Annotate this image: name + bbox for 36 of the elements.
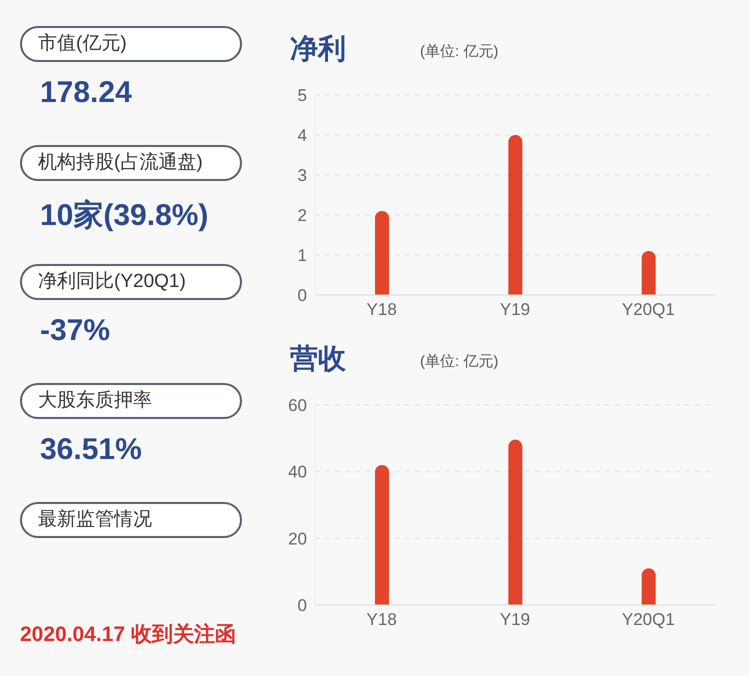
bar [508, 440, 522, 605]
x-tick-label: Y19 [500, 610, 530, 630]
y-tick-label: 40 [288, 462, 307, 482]
x-tick-label: Y20Q1 [622, 610, 675, 630]
text: 2020.04.17 收到关注函 [20, 622, 236, 648]
bar [642, 251, 656, 295]
text: 178.24 [40, 76, 132, 110]
y-tick-label: 0 [298, 596, 307, 616]
y-tick-label: 2 [298, 206, 307, 226]
text: -37% [40, 314, 110, 348]
y-tick-label: 0 [298, 286, 307, 306]
text: 机构持股(占流通盘) [20, 145, 242, 181]
text: (单位: 亿元) [420, 42, 498, 61]
text: 36.51% [40, 433, 142, 467]
chart-title: 营收 [290, 342, 346, 376]
bar [375, 211, 389, 295]
text: 最新监管情况 [20, 502, 242, 538]
y-tick-label: 3 [298, 166, 307, 186]
y-tick-label: 5 [298, 86, 307, 106]
x-tick-label: Y18 [366, 610, 397, 630]
y-tick-label: 20 [288, 529, 307, 548]
x-tick-label: Y19 [500, 300, 530, 320]
y-tick-label: 1 [298, 246, 307, 266]
text: 大股东质押率 [20, 383, 242, 419]
text: 市值(亿元) [20, 26, 242, 62]
x-tick-label: Y20Q1 [622, 300, 675, 320]
chart-title: 净利 [290, 32, 346, 66]
bar [375, 465, 389, 605]
text: (单位: 亿元) [420, 352, 498, 371]
x-tick-label: Y18 [366, 300, 397, 320]
y-tick-label: 4 [298, 126, 307, 146]
bar [508, 135, 522, 295]
text: 10家(39.8%) [40, 198, 208, 234]
y-tick-label: 60 [288, 396, 307, 416]
bar [642, 568, 656, 605]
text: 净利同比(Y20Q1) [20, 264, 242, 300]
